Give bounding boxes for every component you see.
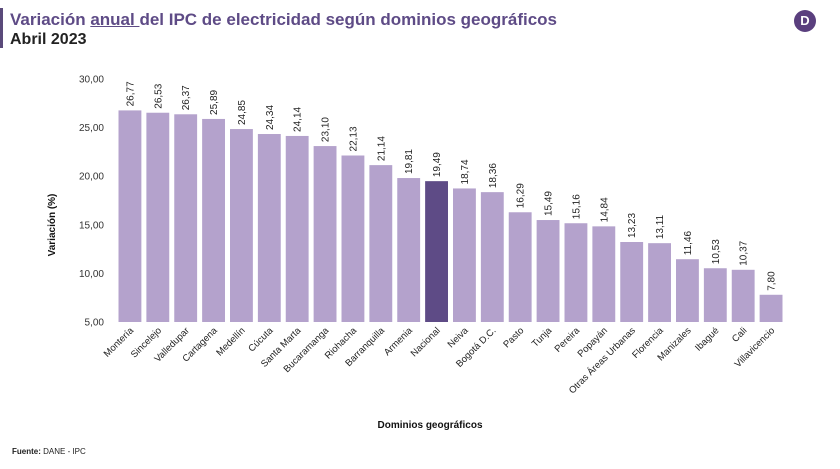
bars bbox=[118, 110, 783, 323]
value-label: 19,81 bbox=[404, 149, 415, 174]
value-label: 10,53 bbox=[711, 239, 722, 264]
bar-riohacha bbox=[341, 155, 365, 322]
y-axis-title: Variación (%) bbox=[47, 194, 58, 257]
value-label: 14,84 bbox=[599, 197, 610, 222]
value-label: 18,36 bbox=[488, 163, 499, 188]
bar-cali bbox=[731, 269, 755, 322]
bar-pereira bbox=[564, 223, 588, 322]
bar-pasto bbox=[508, 212, 532, 322]
value-label: 13,23 bbox=[627, 213, 638, 238]
category-label: Neiva bbox=[446, 325, 471, 350]
category-label: Ibagué bbox=[693, 325, 721, 353]
source-note: Fuente: DANE - IPC bbox=[12, 447, 86, 456]
bar-bogotá-d-c- bbox=[480, 192, 504, 322]
category-label: Medellín bbox=[214, 325, 247, 358]
category-label: Tunja bbox=[530, 325, 555, 350]
value-label: 26,53 bbox=[153, 83, 164, 108]
value-label: 21,14 bbox=[376, 136, 387, 161]
category-label: Nacional bbox=[409, 325, 443, 359]
value-label: 23,10 bbox=[321, 117, 332, 142]
bar-otras-áreas-urbanas bbox=[620, 242, 644, 322]
bar-valledupar bbox=[174, 114, 198, 322]
bar-barranquilla bbox=[369, 165, 393, 322]
bar-manizales bbox=[676, 259, 699, 322]
title-accent-bar bbox=[0, 8, 3, 48]
bar-montería bbox=[118, 110, 142, 322]
y-tick-label: 20,00 bbox=[79, 172, 104, 183]
value-label: 7,80 bbox=[767, 271, 778, 291]
value-label: 22,13 bbox=[348, 126, 359, 151]
y-tick-label: 15,00 bbox=[79, 220, 104, 231]
bar-armenia bbox=[397, 178, 421, 322]
value-label: 24,85 bbox=[237, 100, 248, 125]
value-label: 16,29 bbox=[516, 183, 527, 208]
y-axis: 5,00 10,00 15,00 20,00 25,00 30,00 bbox=[79, 75, 104, 329]
bar-cúcuta bbox=[257, 134, 281, 322]
value-label: 24,14 bbox=[293, 106, 304, 131]
bar-ibagué bbox=[703, 268, 727, 322]
bar-bucaramanga bbox=[313, 146, 337, 322]
title-underlined-word: anual bbox=[90, 10, 140, 29]
value-label: 19,49 bbox=[432, 152, 443, 177]
bar-tunja bbox=[536, 220, 560, 322]
value-label: 25,89 bbox=[209, 89, 220, 114]
bar-santa-marta bbox=[285, 135, 309, 322]
bar-florencia bbox=[648, 243, 671, 322]
value-label: 26,77 bbox=[125, 81, 136, 106]
bar-popayán bbox=[592, 226, 616, 322]
value-labels: 26,77 26,53 26,37 25,89 24,85 24,34 24,14 23,10… bbox=[125, 81, 777, 291]
value-label: 24,34 bbox=[265, 105, 276, 130]
bar-neiva bbox=[453, 188, 476, 322]
bar-villavicencio bbox=[759, 294, 783, 322]
y-tick-label: 30,00 bbox=[79, 75, 104, 86]
value-label: 10,37 bbox=[739, 240, 750, 265]
bar-sincelejo bbox=[146, 112, 170, 323]
x-axis-title: Dominios geográficos bbox=[377, 420, 482, 431]
bar-nacional bbox=[425, 181, 448, 322]
y-tick-label: 25,00 bbox=[79, 123, 104, 134]
value-label: 13,11 bbox=[655, 214, 666, 239]
value-label: 15,49 bbox=[544, 191, 555, 216]
bar-medellín bbox=[230, 129, 253, 322]
y-tick-label: 10,00 bbox=[79, 269, 104, 280]
bar-cartagena bbox=[202, 118, 225, 322]
category-labels: MonteríaSincelejoValleduparCartagenaMede… bbox=[102, 325, 777, 396]
value-label: 18,74 bbox=[460, 159, 471, 184]
chart-subtitle: Abril 2023 bbox=[10, 31, 87, 48]
y-tick-label: 5,00 bbox=[85, 318, 105, 329]
chart-title: Variación anual del IPC de electricidad … bbox=[10, 10, 557, 29]
value-label: 15,16 bbox=[571, 194, 582, 219]
category-label: Cali bbox=[730, 325, 749, 344]
value-label: 11,46 bbox=[683, 230, 694, 255]
value-label: 26,37 bbox=[181, 85, 192, 110]
category-label: Pasto bbox=[501, 325, 526, 350]
dane-logo: D bbox=[794, 10, 816, 32]
